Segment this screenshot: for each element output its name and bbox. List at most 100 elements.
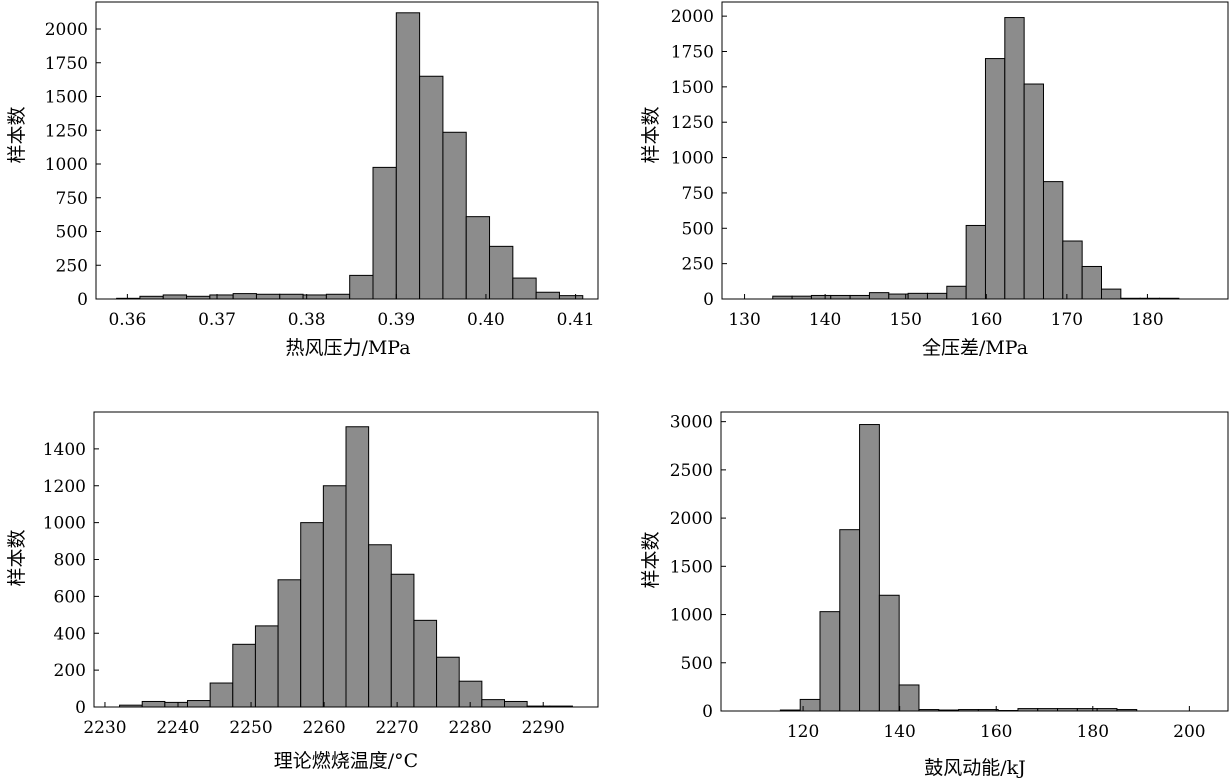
histogram-bar — [946, 285, 967, 300]
histogram-bar — [277, 579, 302, 708]
x-tick-label: 0.39 — [377, 310, 415, 330]
histogram-bar — [345, 426, 370, 708]
y-tick-label: 1000 — [45, 155, 88, 175]
x-tick-label: 2270 — [375, 718, 418, 738]
histogram-bar — [1042, 181, 1064, 300]
y-tick-label: 1250 — [45, 121, 88, 141]
x-tick-label: 0.36 — [108, 310, 146, 330]
x-axis-label: 鼓风动能/kJ — [924, 757, 1026, 779]
y-tick-label: 1750 — [671, 43, 714, 63]
y-tick-label: 3000 — [670, 413, 713, 433]
histogram-bar — [162, 294, 188, 300]
x-tick-label: 130 — [728, 310, 760, 330]
histogram-bar — [878, 594, 900, 712]
histogram-bar — [436, 656, 460, 708]
x-tick-label: 2240 — [156, 718, 199, 738]
histogram-bar — [810, 294, 832, 300]
y-tick-label: 0 — [703, 290, 714, 310]
y-tick-label: 0 — [702, 702, 713, 722]
histogram-bar — [1081, 265, 1103, 300]
x-tick-label: 120 — [787, 722, 819, 742]
histogram-bar — [209, 294, 234, 300]
histogram-bar — [535, 291, 560, 300]
y-tick-label: 1250 — [671, 113, 714, 133]
histogram-bar — [141, 700, 166, 708]
histogram-bar — [232, 293, 257, 300]
histogram-bar — [839, 529, 861, 712]
y-tick-label: 1500 — [670, 557, 713, 577]
histogram-panel-4: 120 140 160 180 200050010001500200025003000鼓… — [640, 411, 1229, 779]
y-tick-label: 1200 — [43, 477, 86, 497]
y-tick-label: 500 — [682, 219, 714, 239]
histogram-bar — [372, 166, 397, 300]
histogram-bar — [232, 643, 256, 708]
y-axis-label: 样本数 — [6, 529, 28, 586]
x-tick-label: 200 — [1173, 722, 1205, 742]
histogram-panel-2: 130 140 150 160 170 180 0 250 500 750 1000 1250 1500… — [640, 1, 1229, 359]
y-tick-label: 1500 — [45, 88, 88, 108]
plot-frame — [95, 1, 599, 300]
y-tick-label: 800 — [54, 551, 86, 571]
y-axis-label: 样本数 — [640, 106, 662, 163]
histogram-bar — [859, 424, 880, 712]
histogram-panel-1: 0.36 0.37 0.38 0.39 0.40 0.41 0 250 500 750 1000 12… — [6, 1, 599, 359]
histogram-bar — [209, 682, 234, 708]
y-axis-label: 样本数 — [640, 531, 662, 588]
histogram-bar — [368, 544, 392, 708]
histogram-bar — [830, 294, 851, 300]
histogram-bar — [984, 58, 1006, 300]
x-tick-label: 180 — [1077, 722, 1109, 742]
x-axis-label: 全压差/MPa — [922, 337, 1028, 359]
x-tick-label: 0.38 — [288, 310, 326, 330]
histogram-bar — [512, 277, 537, 300]
histogram-bar — [187, 700, 211, 708]
y-tick-label: 250 — [682, 255, 714, 275]
x-tick-label: 0.40 — [467, 310, 505, 330]
x-axis-label: 理论燃烧温度/°C — [274, 750, 418, 772]
histogram-bar — [395, 12, 421, 300]
plot-frame — [720, 411, 1229, 712]
y-tick-label: 600 — [54, 587, 86, 607]
y-tick-label: 1000 — [671, 149, 714, 169]
x-tick-label: 150 — [889, 310, 921, 330]
y-tick-label: 2000 — [670, 509, 713, 529]
x-tick-label: 0.37 — [198, 310, 236, 330]
y-tick-label: 2000 — [45, 20, 88, 40]
plot-frame — [721, 1, 1229, 300]
histogram-bar — [255, 293, 281, 300]
histogram-bar — [164, 701, 188, 708]
histogram-bar — [442, 131, 467, 300]
histogram-bar — [504, 700, 528, 708]
y-tick-label: 500 — [56, 223, 88, 243]
x-axis-label: 热风压力/MPa — [285, 337, 410, 359]
histogram-bar — [1023, 83, 1044, 300]
histogram-bar — [413, 619, 438, 708]
histogram-bar — [254, 625, 279, 708]
y-tick-label: 400 — [54, 624, 86, 644]
y-tick-label: 750 — [682, 184, 714, 204]
histogram-bar — [1101, 288, 1122, 300]
y-tick-label: 0 — [75, 698, 86, 718]
y-tick-label: 2500 — [670, 461, 713, 481]
y-tick-label: 1000 — [43, 514, 86, 534]
x-tick-label: 2230 — [83, 718, 126, 738]
y-tick-label: 750 — [56, 189, 88, 209]
y-tick-label: 250 — [56, 256, 88, 276]
x-tick-label: 2280 — [449, 718, 492, 738]
y-tick-label: 200 — [54, 661, 86, 681]
histogram-bar — [390, 573, 415, 708]
y-tick-label: 0 — [77, 290, 88, 310]
x-tick-label: 160 — [970, 310, 1002, 330]
histogram-bar — [926, 292, 948, 300]
x-tick-label: 2260 — [302, 718, 345, 738]
histogram-bar — [868, 292, 890, 300]
histogram-bar — [300, 522, 324, 708]
x-tick-label: 140 — [883, 722, 915, 742]
x-tick-label: 160 — [980, 722, 1012, 742]
histogram-bar — [325, 293, 351, 300]
y-tick-label: 1000 — [670, 606, 713, 626]
histogram-bar — [419, 75, 444, 300]
histogram-bar — [898, 684, 920, 712]
histogram-bar — [279, 293, 304, 300]
